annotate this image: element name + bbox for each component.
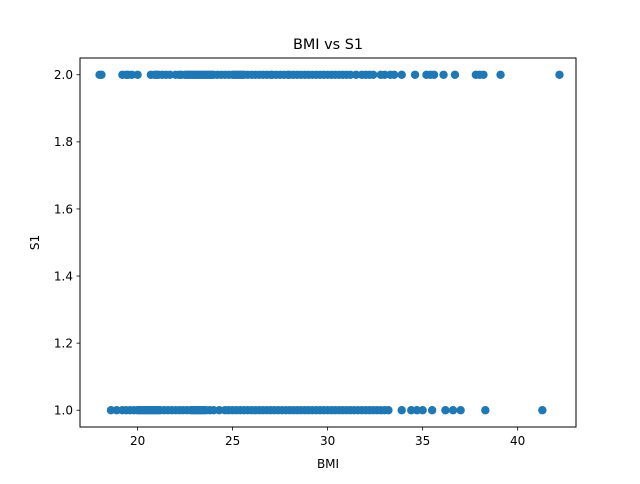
scatter-point bbox=[481, 406, 490, 415]
scatter-point bbox=[133, 70, 142, 79]
y-tick-label: 1.6 bbox=[54, 202, 73, 216]
x-tick-label: 40 bbox=[510, 434, 525, 448]
x-axis-label: BMI bbox=[317, 457, 339, 471]
y-tick-label: 2.0 bbox=[54, 68, 73, 82]
y-tick-label: 1.4 bbox=[54, 269, 73, 283]
scatter-point bbox=[439, 70, 448, 79]
chart-title: BMI vs S1 bbox=[293, 37, 363, 53]
y-tick-label: 1.8 bbox=[54, 135, 73, 149]
scatter-point bbox=[389, 70, 399, 79]
scatter-point bbox=[441, 406, 450, 415]
scatter-point bbox=[369, 70, 378, 79]
y-axis-ticks: 1.0 1.2 1.4 1.6 1.8 2.0 bbox=[54, 68, 80, 418]
points-layer bbox=[95, 70, 564, 415]
scatter-point bbox=[97, 70, 106, 79]
scatter-point bbox=[479, 70, 488, 79]
y-axis-label: S1 bbox=[28, 235, 42, 250]
x-axis-ticks: 20 25 30 35 40 bbox=[130, 427, 525, 448]
scatter-point bbox=[450, 70, 460, 79]
x-tick-label: 30 bbox=[320, 434, 335, 448]
scatter-point bbox=[384, 406, 393, 415]
x-tick-label: 20 bbox=[130, 434, 145, 448]
scatter-point bbox=[427, 406, 437, 415]
scatter-point bbox=[410, 70, 420, 79]
y-tick-label: 1.0 bbox=[54, 404, 73, 418]
scatter-point bbox=[538, 406, 547, 415]
scatter-point bbox=[448, 406, 458, 415]
scatter-point bbox=[456, 406, 465, 415]
scatter-point bbox=[555, 70, 564, 79]
scatter-point bbox=[397, 70, 406, 79]
x-tick-label: 35 bbox=[415, 434, 430, 448]
scatter-point bbox=[397, 406, 406, 415]
scatter-point bbox=[429, 70, 439, 79]
y-tick-label: 1.2 bbox=[54, 336, 73, 350]
scatter-point bbox=[496, 70, 505, 79]
scatter-point bbox=[418, 406, 427, 415]
x-tick-label: 25 bbox=[225, 434, 240, 448]
